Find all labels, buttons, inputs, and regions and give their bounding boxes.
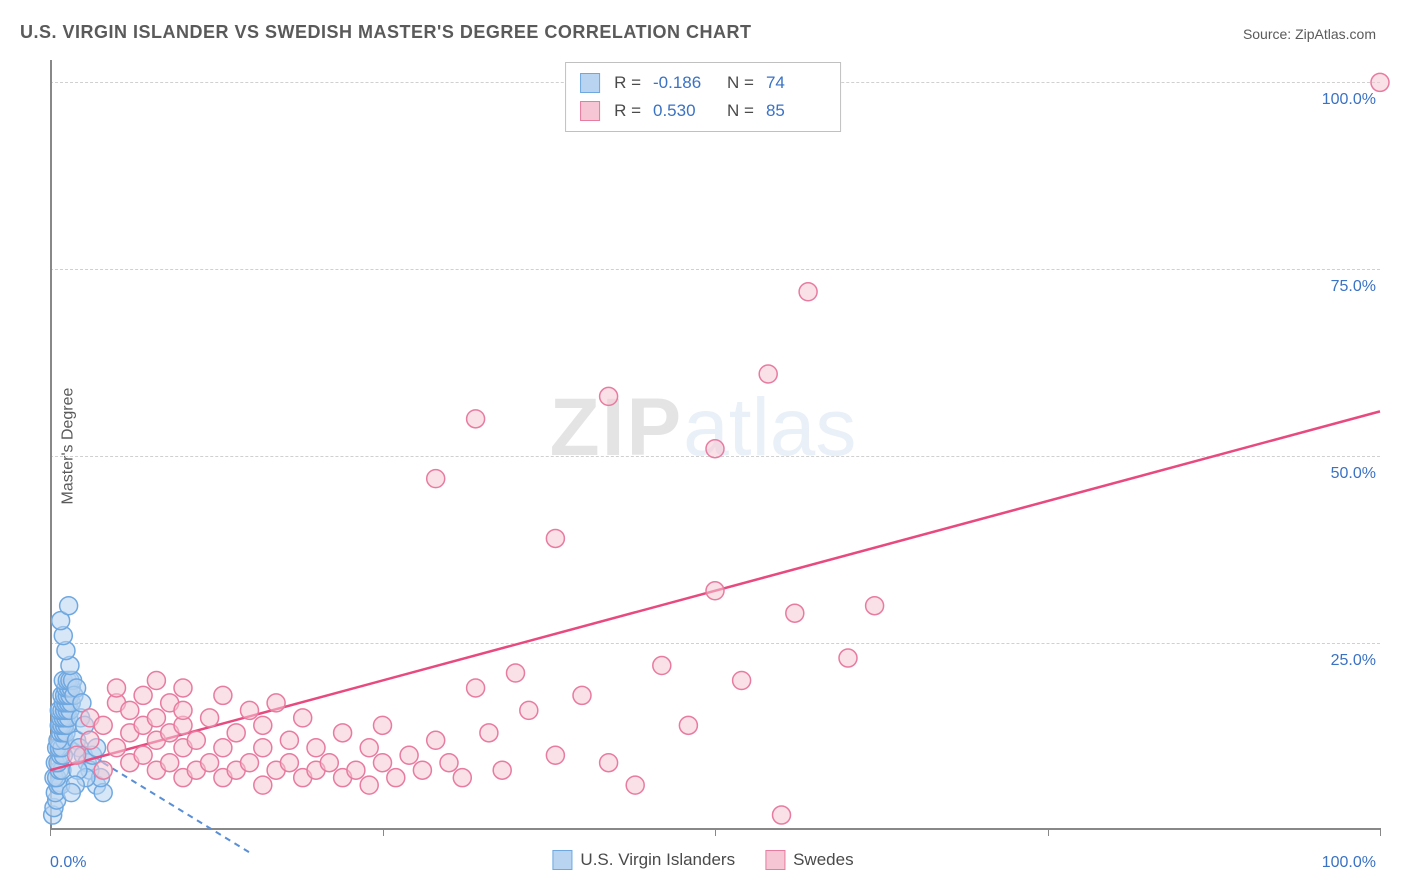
data-point (187, 731, 205, 749)
data-point (294, 709, 312, 727)
source-link[interactable]: ZipAtlas.com (1295, 26, 1376, 42)
data-point (706, 582, 724, 600)
data-point (360, 776, 378, 794)
data-point (626, 776, 644, 794)
data-point (773, 806, 791, 824)
legend-item-0: U.S. Virgin Islanders (552, 850, 735, 870)
data-point (507, 664, 525, 682)
x-tick-label-100: 100.0% (1322, 854, 1376, 872)
data-point (546, 746, 564, 764)
data-point (453, 769, 471, 787)
data-point (480, 724, 498, 742)
series-legend: U.S. Virgin Islanders Swedes (552, 850, 853, 870)
data-point (679, 716, 697, 734)
data-point (62, 784, 80, 802)
data-point (60, 597, 78, 615)
stats-legend-box: R = -0.186 N = 74 R = 0.530 N = 85 (565, 62, 841, 132)
r-value-1: 0.530 (653, 97, 713, 125)
data-point (214, 739, 232, 757)
data-point (174, 701, 192, 719)
data-point (374, 716, 392, 734)
swatch-series-0 (580, 73, 600, 93)
data-point (241, 754, 259, 772)
data-point (467, 410, 485, 428)
data-point (334, 724, 352, 742)
r-label: R = (614, 97, 641, 125)
data-point (427, 470, 445, 488)
data-point (1371, 73, 1389, 91)
data-point (733, 671, 751, 689)
data-point (254, 716, 272, 734)
data-point (467, 679, 485, 697)
data-point (374, 754, 392, 772)
data-point (254, 776, 272, 794)
data-point (786, 604, 804, 622)
data-point (360, 739, 378, 757)
data-point (94, 761, 112, 779)
data-point (307, 739, 325, 757)
data-point (201, 754, 219, 772)
data-point (68, 746, 86, 764)
n-value-0: 74 (766, 69, 826, 97)
data-point (320, 754, 338, 772)
data-point (174, 679, 192, 697)
data-point (653, 657, 671, 675)
data-point (81, 731, 99, 749)
data-point (94, 716, 112, 734)
data-point (546, 529, 564, 547)
n-value-1: 85 (766, 97, 826, 125)
data-point (280, 754, 298, 772)
data-point (427, 731, 445, 749)
n-label: N = (727, 69, 754, 97)
source-credit: Source: ZipAtlas.com (1243, 26, 1376, 42)
swatch-series-1 (765, 850, 785, 870)
r-value-0: -0.186 (653, 69, 713, 97)
stats-row-series-0: R = -0.186 N = 74 (580, 69, 826, 97)
data-point (440, 754, 458, 772)
data-point (147, 671, 165, 689)
x-tick-label-0: 0.0% (50, 854, 86, 872)
data-point (134, 746, 152, 764)
data-point (108, 739, 126, 757)
legend-item-1: Swedes (765, 850, 853, 870)
data-point (387, 769, 405, 787)
data-point (267, 694, 285, 712)
series-name-0: U.S. Virgin Islanders (580, 850, 735, 870)
data-point (227, 724, 245, 742)
data-point (201, 709, 219, 727)
data-point (759, 365, 777, 383)
data-point (254, 739, 272, 757)
data-point (147, 709, 165, 727)
data-point (161, 754, 179, 772)
data-point (866, 597, 884, 615)
data-point (493, 761, 511, 779)
swatch-series-1 (580, 101, 600, 121)
data-point (214, 686, 232, 704)
scatter-chart (50, 60, 1380, 830)
data-point (600, 387, 618, 405)
source-label: Source: (1243, 26, 1291, 42)
data-point (280, 731, 298, 749)
data-point (108, 679, 126, 697)
chart-title: U.S. VIRGIN ISLANDER VS SWEDISH MASTER'S… (20, 22, 752, 43)
data-point (706, 440, 724, 458)
n-label: N = (727, 97, 754, 125)
data-point (799, 283, 817, 301)
data-point (121, 701, 139, 719)
data-point (134, 686, 152, 704)
data-point (520, 701, 538, 719)
data-point (839, 649, 857, 667)
x-tick (1380, 828, 1381, 836)
data-point (347, 761, 365, 779)
data-point (573, 686, 591, 704)
stats-row-series-1: R = 0.530 N = 85 (580, 97, 826, 125)
swatch-series-0 (552, 850, 572, 870)
data-point (600, 754, 618, 772)
r-label: R = (614, 69, 641, 97)
data-point (400, 746, 418, 764)
series-name-1: Swedes (793, 850, 853, 870)
data-point (413, 761, 431, 779)
data-point (241, 701, 259, 719)
